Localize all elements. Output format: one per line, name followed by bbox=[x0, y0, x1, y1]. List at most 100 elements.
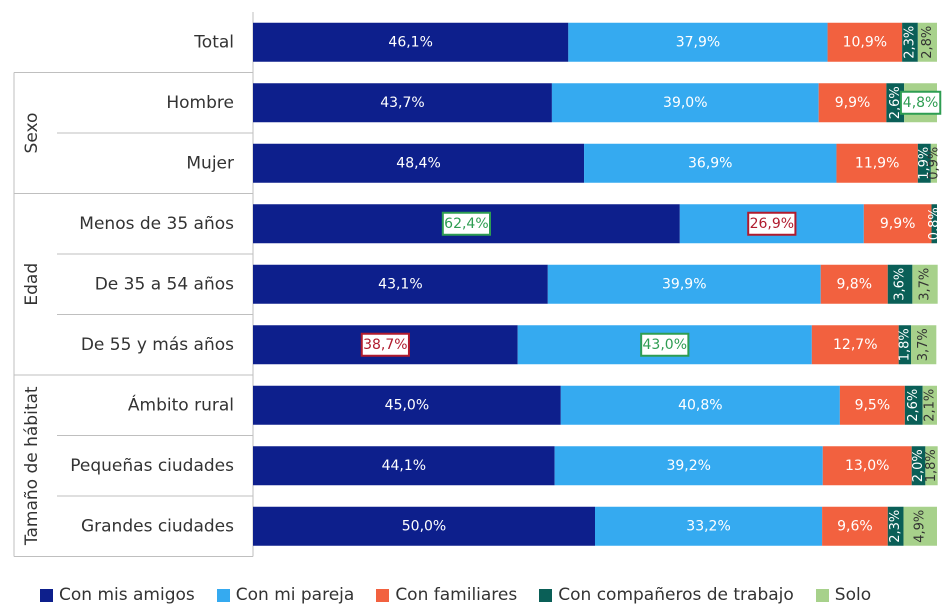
bar-con-familiares-grandes-ciudades bbox=[822, 506, 888, 546]
data-label-con-mis-amigos-menos-de-35-anos: 62,4% bbox=[444, 216, 488, 232]
data-label-con-mi-pareja-pequenas-ciudades: 39,2% bbox=[666, 458, 710, 474]
data-label-con-companeros-de-trabajo-menos-de-35-anos: 0,8% bbox=[927, 207, 942, 240]
data-label-con-companeros-de-trabajo-total: 2,3% bbox=[902, 26, 917, 59]
legend-item-con-companeros-de-trabajo: Con compañeros de trabajo bbox=[539, 585, 794, 605]
data-label-con-companeros-de-trabajo-de-55-y-mas-anos: 1,8% bbox=[897, 328, 912, 361]
bar-con-companeros-de-trabajo-total bbox=[902, 22, 918, 62]
legend-label: Con compañeros de trabajo bbox=[558, 585, 794, 605]
chart-legend: Con mis amigos Con mi pareja Con familiare… bbox=[40, 584, 871, 606]
bar-con-familiares-de-35-a-54-anos bbox=[820, 264, 888, 304]
category-label-mujer: Mujer bbox=[186, 153, 234, 173]
legend-label: Con mi pareja bbox=[235, 585, 355, 605]
bar-con-mi-pareja-total bbox=[568, 22, 828, 62]
data-label-con-familiares-mujer: 11,9% bbox=[855, 155, 899, 171]
bar-solo-de-55-y-mas-anos bbox=[911, 325, 937, 365]
stacked-bar-chart: Sexo Edad Tamaño de hábitat Total Hombre Muje… bbox=[13, 12, 942, 557]
data-label-solo-hombre: 4,8% bbox=[903, 95, 939, 111]
bar-con-mis-amigos-pequenas-ciudades bbox=[253, 446, 555, 486]
category-label-menos-de-35-anos: Menos de 35 años bbox=[79, 214, 234, 234]
data-label-solo-ambito-rural: 2,1% bbox=[922, 389, 937, 422]
bar-con-mi-pareja-ambito-rural bbox=[560, 385, 840, 425]
data-label-con-mi-pareja-hombre: 39,0% bbox=[663, 95, 707, 111]
legend-item-con-familiares: Con familiares bbox=[376, 585, 517, 605]
bar-solo-grandes-ciudades bbox=[903, 506, 937, 546]
legend-swatch bbox=[539, 588, 553, 602]
bar-con-companeros-de-trabajo-grandes-ciudades bbox=[887, 506, 904, 546]
data-label-con-mis-amigos-hombre: 43,7% bbox=[380, 95, 424, 111]
data-label-con-mi-pareja-grandes-ciudades: 33,2% bbox=[686, 518, 730, 534]
bar-con-mi-pareja-pequenas-ciudades bbox=[554, 446, 823, 486]
legend-swatch bbox=[216, 588, 230, 602]
bar-solo-ambito-rural bbox=[922, 385, 937, 425]
legend-swatch bbox=[376, 588, 390, 602]
data-label-con-mi-pareja-ambito-rural: 40,8% bbox=[678, 397, 722, 413]
category-label-de-35-a-54-anos: De 35 a 54 años bbox=[95, 274, 234, 294]
data-label-con-familiares-de-55-y-mas-anos: 12,7% bbox=[833, 337, 877, 353]
data-label-solo-grandes-ciudades: 4,9% bbox=[913, 510, 928, 543]
bar-con-companeros-de-trabajo-mujer bbox=[917, 143, 931, 183]
data-label-con-companeros-de-trabajo-ambito-rural: 2,6% bbox=[906, 389, 921, 422]
data-label-con-mis-amigos-de-35-a-54-anos: 43,1% bbox=[378, 276, 422, 292]
data-label-con-mi-pareja-mujer: 36,9% bbox=[688, 155, 732, 171]
category-label-de-55-y-mas-anos: De 55 y más años bbox=[81, 335, 234, 355]
group-label-sexo: Sexo bbox=[22, 113, 42, 154]
bar-con-familiares-pequenas-ciudades bbox=[822, 446, 912, 486]
legend-label: Con mis amigos bbox=[59, 585, 195, 605]
data-label-con-companeros-de-trabajo-hombre: 2,6% bbox=[888, 86, 903, 119]
bar-solo-total bbox=[917, 22, 937, 62]
data-label-con-mis-amigos-ambito-rural: 45,0% bbox=[385, 397, 429, 413]
legend-swatch bbox=[815, 588, 829, 602]
data-label-con-companeros-de-trabajo-mujer: 1,9% bbox=[917, 147, 932, 180]
bar-con-familiares-menos-de-35-anos bbox=[863, 204, 932, 244]
category-label-total: Total bbox=[193, 32, 234, 52]
data-label-con-mis-amigos-pequenas-ciudades: 44,1% bbox=[382, 458, 426, 474]
data-label-con-companeros-de-trabajo-pequenas-ciudades: 2,0% bbox=[911, 449, 926, 482]
legend-item-solo: Solo bbox=[815, 585, 871, 605]
bar-con-mis-amigos-grandes-ciudades bbox=[253, 506, 595, 546]
legend-item-con-mi-pareja: Con mi pareja bbox=[216, 585, 355, 605]
bar-con-companeros-de-trabajo-pequenas-ciudades bbox=[911, 446, 926, 486]
bar-con-mi-pareja-mujer bbox=[584, 143, 837, 183]
data-label-con-mis-amigos-total: 46,1% bbox=[388, 34, 432, 50]
data-label-con-mi-pareja-total: 37,9% bbox=[676, 34, 720, 50]
category-label-pequenas-ciudades: Pequeñas ciudades bbox=[70, 456, 234, 476]
data-label-con-familiares-pequenas-ciudades: 13,0% bbox=[845, 458, 889, 474]
data-label-con-familiares-total: 10,9% bbox=[843, 34, 887, 50]
bar-con-mis-amigos-mujer bbox=[253, 143, 585, 183]
legend-label: Con familiares bbox=[395, 585, 518, 605]
data-label-con-mis-amigos-grandes-ciudades: 50,0% bbox=[402, 518, 446, 534]
category-label-grandes-ciudades: Grandes ciudades bbox=[81, 516, 234, 536]
bar-con-mis-amigos-total bbox=[253, 22, 569, 62]
bar-con-companeros-de-trabajo-menos-de-35-anos bbox=[931, 204, 937, 244]
bar-con-mi-pareja-grandes-ciudades bbox=[595, 506, 823, 546]
bar-con-familiares-ambito-rural bbox=[839, 385, 905, 425]
legend-item-con-mis-amigos: Con mis amigos bbox=[40, 585, 195, 605]
bar-con-companeros-de-trabajo-de-55-y-mas-anos bbox=[898, 325, 912, 365]
highlight-box-con-mis-amigos-de-55-y-mas-anos bbox=[360, 332, 410, 357]
highlight-box-con-mi-pareja-menos-de-35-anos bbox=[747, 211, 797, 236]
data-label-con-mi-pareja-de-55-y-mas-anos: 43,0% bbox=[643, 337, 687, 353]
data-label-con-familiares-de-35-a-54-anos: 9,8% bbox=[836, 276, 872, 292]
bar-con-companeros-de-trabajo-de-35-a-54-anos bbox=[887, 264, 913, 304]
bar-con-companeros-de-trabajo-hombre bbox=[886, 83, 905, 123]
bar-con-mis-amigos-hombre bbox=[253, 83, 552, 123]
bar-con-mi-pareja-hombre bbox=[551, 83, 819, 123]
data-label-con-companeros-de-trabajo-grandes-ciudades: 2,3% bbox=[888, 510, 903, 543]
group-label-edad: Edad bbox=[22, 263, 42, 306]
data-label-con-mi-pareja-de-35-a-54-anos: 39,9% bbox=[662, 276, 706, 292]
legend-swatch bbox=[40, 588, 53, 602]
data-label-con-familiares-menos-de-35-anos: 9,9% bbox=[880, 216, 916, 232]
bar-con-companeros-de-trabajo-ambito-rural bbox=[904, 385, 923, 425]
category-label-ambito-rural: Ámbito rural bbox=[128, 393, 234, 415]
bar-solo-de-35-a-54-anos bbox=[912, 264, 938, 304]
category-label-hombre: Hombre bbox=[166, 93, 234, 113]
highlight-box-solo-hombre bbox=[899, 90, 942, 115]
data-label-con-companeros-de-trabajo-de-35-a-54-anos: 3,6% bbox=[893, 268, 908, 301]
bar-con-familiares-hombre bbox=[818, 83, 887, 123]
data-label-con-familiares-ambito-rural: 9,5% bbox=[855, 397, 891, 413]
bar-con-mis-amigos-ambito-rural bbox=[253, 385, 561, 425]
bar-solo-mujer bbox=[930, 143, 937, 183]
data-label-solo-de-55-y-mas-anos: 3,7% bbox=[916, 328, 931, 361]
data-label-con-familiares-grandes-ciudades: 9,6% bbox=[837, 518, 873, 534]
data-label-solo-mujer: 0,9% bbox=[926, 147, 941, 180]
